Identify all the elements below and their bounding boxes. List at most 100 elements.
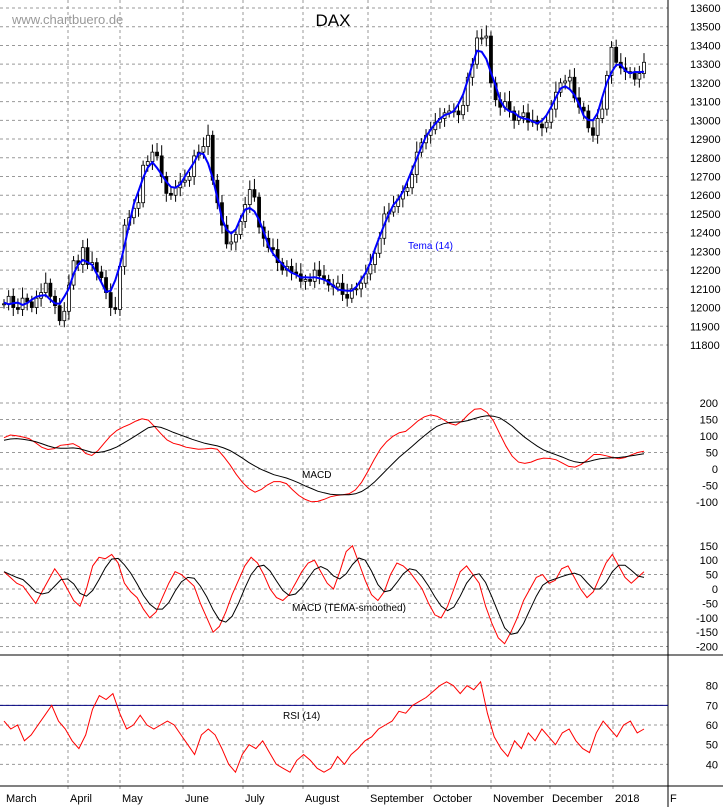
- candle-body: [11, 295, 16, 308]
- month-label: September: [370, 793, 424, 805]
- macd-label: MACD: [302, 470, 331, 481]
- candle-body: [113, 307, 118, 310]
- candle-body: [118, 265, 122, 310]
- price-tick-label: 12100: [690, 284, 721, 296]
- candle-body: [359, 282, 364, 290]
- tema-label: Tema (14): [408, 241, 453, 252]
- candle-body: [373, 252, 377, 265]
- price-tick-label: 13200: [690, 78, 721, 90]
- rsi-tick-label: 40: [706, 759, 718, 771]
- candle-body: [540, 123, 544, 129]
- price-tick-label: 11800: [690, 340, 720, 352]
- price-tick-label: 11900: [690, 321, 720, 333]
- price-tick-label: 13100: [690, 97, 721, 109]
- rsi-tick-label: 70: [706, 700, 718, 712]
- candle-body: [604, 75, 609, 110]
- candle-body: [173, 187, 178, 196]
- macd-tick-label: 0: [712, 464, 718, 476]
- candle-body: [2, 303, 6, 306]
- price-tick-label: 12600: [690, 190, 721, 202]
- macd-tick-label: -50: [702, 481, 718, 493]
- month-label: July: [245, 793, 265, 805]
- candle-body: [43, 282, 48, 293]
- macd-tema-tick-label: -150: [696, 627, 718, 639]
- price-tick-label: 12500: [690, 209, 721, 221]
- candle-body: [563, 80, 568, 84]
- candle-body: [484, 35, 489, 39]
- candle-body: [108, 292, 113, 308]
- candle-body: [308, 279, 312, 282]
- month-label: June: [185, 793, 209, 805]
- month-labels: March April May June July August September Octo…: [6, 793, 677, 805]
- month-label: F: [670, 793, 677, 805]
- candle-body: [591, 127, 595, 136]
- candle-body: [354, 288, 359, 291]
- candle-body: [336, 282, 340, 288]
- macd-signal-line: [3, 415, 645, 496]
- month-label: May: [122, 793, 143, 805]
- candle-body: [405, 187, 410, 192]
- candle-body: [637, 73, 642, 80]
- rsi-tick-label: 60: [706, 720, 718, 732]
- candle-body: [16, 307, 20, 310]
- tema-line: [3, 49, 645, 306]
- candle-body: [136, 202, 141, 209]
- macd-line: [3, 408, 645, 503]
- candle-body: [238, 221, 243, 235]
- candle-body: [410, 174, 415, 189]
- macd-tick-label: 100: [700, 431, 718, 443]
- candle-body: [145, 161, 150, 166]
- macd-tema-panel: [3, 544, 645, 645]
- candle-body: [632, 73, 637, 80]
- candle-body: [201, 146, 206, 153]
- rsi-tick-label: 80: [706, 681, 718, 693]
- month-label: December: [552, 793, 603, 805]
- macd-tema-tick-label: -50: [702, 598, 718, 610]
- price-tick-label: 12900: [690, 134, 721, 146]
- candle-body: [479, 37, 484, 40]
- price-tick-label: 13000: [690, 115, 721, 127]
- macd-tema-tick-label: 100: [700, 555, 718, 567]
- month-label: October: [433, 793, 472, 805]
- candle-body: [252, 189, 257, 198]
- candle-body: [614, 46, 619, 63]
- candle-body: [141, 164, 146, 204]
- candle-body: [29, 301, 34, 308]
- rsi-panel: [0, 680, 668, 774]
- candle-body: [567, 76, 572, 82]
- macd-tema-tick-label: -200: [696, 642, 718, 654]
- candle-body: [340, 282, 345, 295]
- candle-body: [312, 269, 317, 282]
- candle-body: [6, 295, 11, 305]
- candle-body: [229, 241, 234, 245]
- month-label: April: [70, 793, 92, 805]
- candle-body: [489, 35, 493, 84]
- candle-body: [642, 61, 646, 74]
- candle-body: [34, 297, 39, 308]
- candle-body: [600, 108, 605, 119]
- price-tick-label: 13500: [690, 22, 721, 34]
- candle-body: [303, 279, 308, 282]
- candle-body: [271, 247, 275, 250]
- macd-tema-tick-label: 150: [700, 541, 718, 553]
- macd-tema-line: [3, 544, 645, 645]
- price-tick-label: 13300: [690, 59, 721, 71]
- candle-body: [595, 118, 600, 136]
- price-tick-label: 12200: [690, 265, 721, 277]
- month-label: March: [6, 793, 37, 805]
- month-label: November: [493, 793, 544, 805]
- macd-tema-tick-label: 0: [712, 584, 718, 596]
- price-tick-label: 12000: [690, 303, 721, 315]
- macd-tema-signal-line: [3, 557, 645, 635]
- candle-body: [62, 310, 67, 322]
- candle-body: [521, 112, 526, 117]
- candle-body: [206, 134, 210, 147]
- price-tick-label: 13400: [690, 40, 721, 52]
- candle-body: [159, 155, 164, 177]
- macd-tick-label: 50: [706, 448, 718, 460]
- candle-body: [233, 234, 238, 243]
- price-panel: [2, 25, 646, 328]
- candle-body: [257, 196, 261, 228]
